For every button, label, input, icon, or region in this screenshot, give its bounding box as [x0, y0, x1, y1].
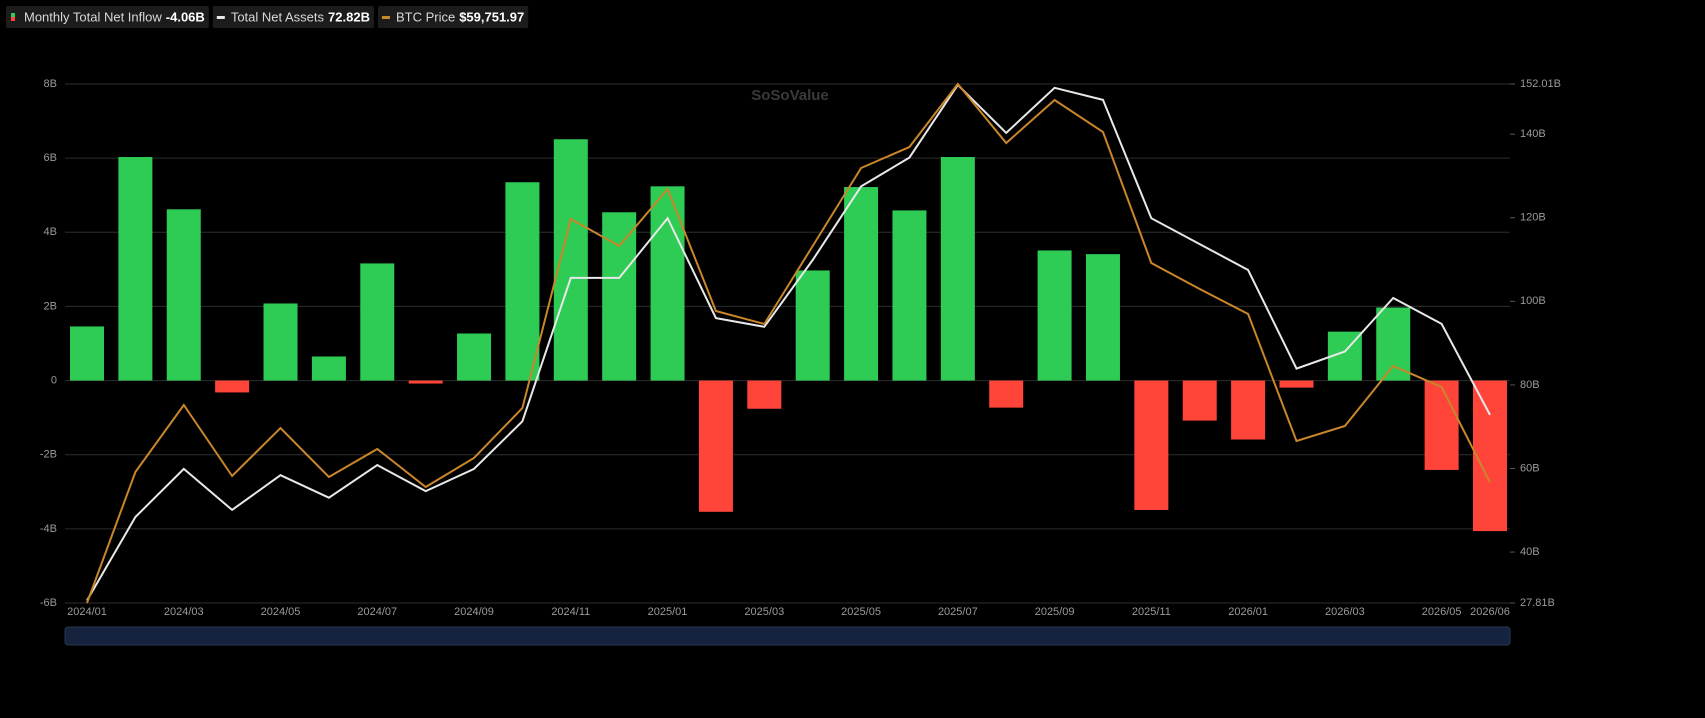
y2-tick-label: 120B: [1520, 212, 1546, 224]
bar: [747, 380, 782, 409]
legend-swatch: [11, 13, 15, 17]
bar: [892, 210, 927, 381]
bar: [1182, 380, 1217, 421]
y2-tick-label: 60B: [1520, 462, 1540, 474]
bar: [1473, 380, 1507, 532]
legend-value: $59,751.97: [459, 9, 524, 24]
y-tick-label: 2B: [44, 300, 57, 312]
bar: [118, 157, 153, 381]
legend-item: BTC Price $59,751.97: [377, 6, 529, 28]
y2-tick-label: 40B: [1520, 546, 1540, 558]
bar: [553, 139, 588, 381]
legend-label: Monthly Total Net Inflow: [24, 9, 162, 24]
bar: [1134, 380, 1169, 510]
x-tick-label: 2026/06: [1470, 606, 1510, 618]
y-tick-label: -4B: [40, 523, 57, 535]
bar: [166, 209, 201, 381]
bar: [940, 157, 975, 381]
legend-label: Total Net Assets: [231, 9, 325, 24]
y2-tick-label: 27.81B: [1520, 597, 1555, 609]
legend-box: [6, 6, 209, 28]
legend-item: Total Net Assets 72.82B: [212, 6, 374, 28]
x-tick-label: 2025/11: [1132, 606, 1171, 618]
legend-item: Monthly Total Net Inflow -4.06B: [6, 6, 209, 28]
x-tick-label: 2024/07: [357, 606, 397, 618]
bar: [1279, 380, 1314, 388]
line: [86, 83, 1491, 602]
bar: [795, 270, 830, 381]
y-tick-label: -2B: [40, 449, 57, 461]
bar: [505, 182, 540, 381]
bar: [360, 263, 395, 381]
bar: [1231, 380, 1266, 440]
bar: [1424, 380, 1459, 470]
legend-swatch: [216, 16, 225, 19]
y-tick-label: 0: [51, 374, 57, 386]
x-tick-label: 2026/01: [1228, 606, 1268, 618]
x-tick-label: 2024/09: [454, 606, 494, 618]
line: [86, 82, 1491, 604]
x-tick-label: 2025/07: [938, 606, 978, 618]
bar: [1376, 307, 1411, 381]
bar: [311, 356, 346, 381]
y2-tick-label: 80B: [1520, 379, 1540, 391]
x-tick-label: 2025/03: [744, 606, 784, 618]
legend-swatch: [381, 16, 390, 19]
x-tick-label: 2024/05: [261, 606, 301, 618]
watermark: SoSoValue: [751, 87, 829, 104]
bar: [1085, 254, 1120, 381]
legend-box: [377, 6, 529, 28]
navigator[interactable]: [64, 626, 1511, 646]
bar: [698, 380, 733, 512]
bar: [989, 380, 1024, 408]
y-tick-label: 6B: [44, 152, 57, 164]
x-tick-label: 2026/05: [1422, 606, 1462, 618]
x-tick-label: 2026/03: [1325, 606, 1365, 618]
x-tick-label: 2025/01: [648, 606, 688, 618]
x-tick-label: 2024/01: [67, 606, 107, 618]
y2-tick-label: 140B: [1520, 128, 1546, 140]
legend-label: BTC Price: [396, 9, 455, 24]
bar: [1037, 250, 1072, 381]
bar: [457, 333, 492, 381]
bar: [70, 326, 104, 381]
x-tick-label: 2025/09: [1035, 606, 1075, 618]
x-tick-label: 2025/05: [841, 606, 881, 618]
legend-swatch: [11, 17, 15, 21]
legend: Monthly Total Net Inflow -4.06B Total Net …: [6, 6, 529, 28]
bar: [408, 380, 443, 384]
bar: [602, 212, 637, 381]
x-tick-label: 2024/03: [164, 606, 204, 618]
x-tick-label: 2024/11: [551, 606, 590, 618]
y-tick-label: 4B: [44, 226, 57, 238]
y2-tick-label: 152.01B: [1520, 78, 1561, 90]
y-tick-label: -6B: [40, 597, 57, 609]
bar: [215, 380, 250, 393]
y2-tick-label: 100B: [1520, 295, 1546, 307]
legend-value: 72.82B: [328, 9, 370, 24]
bar: [650, 186, 685, 381]
bar: [263, 303, 298, 381]
legend-box: [212, 6, 374, 28]
y-tick-label: 8B: [44, 78, 57, 90]
bar: [844, 187, 879, 381]
legend-value: -4.06B: [166, 9, 205, 24]
